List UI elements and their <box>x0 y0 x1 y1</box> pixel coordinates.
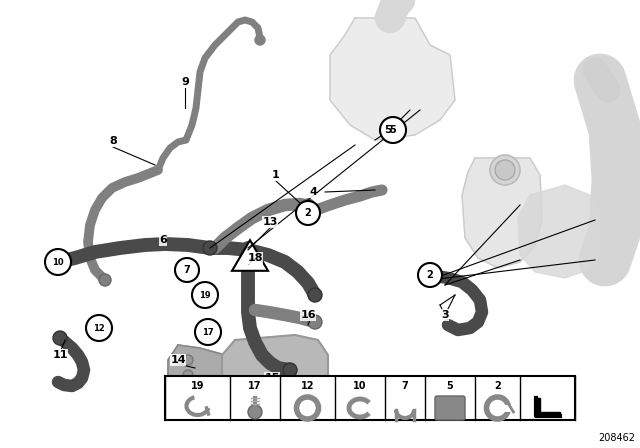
Text: 9: 9 <box>181 77 189 87</box>
Polygon shape <box>330 18 455 140</box>
Text: 12: 12 <box>301 381 314 391</box>
Text: 10: 10 <box>353 381 367 391</box>
Text: 5: 5 <box>384 125 392 135</box>
Text: 2: 2 <box>494 381 501 391</box>
Circle shape <box>183 383 193 393</box>
Circle shape <box>86 315 112 341</box>
Text: 5: 5 <box>447 381 453 391</box>
Circle shape <box>300 205 316 221</box>
Circle shape <box>175 258 199 282</box>
FancyBboxPatch shape <box>435 396 465 420</box>
Circle shape <box>195 319 221 345</box>
Polygon shape <box>518 185 600 278</box>
Text: 13: 13 <box>262 217 278 227</box>
Circle shape <box>495 160 515 180</box>
Circle shape <box>296 201 320 225</box>
Polygon shape <box>536 398 559 416</box>
Text: 19: 19 <box>191 381 204 391</box>
Text: 19: 19 <box>199 290 211 300</box>
Circle shape <box>380 117 406 143</box>
Text: 2: 2 <box>427 270 433 280</box>
Circle shape <box>203 241 217 255</box>
Circle shape <box>50 254 66 270</box>
Text: 18: 18 <box>247 253 263 263</box>
Circle shape <box>99 274 111 286</box>
Circle shape <box>418 263 442 287</box>
Text: 15: 15 <box>264 373 280 383</box>
Circle shape <box>183 370 193 380</box>
Circle shape <box>283 363 297 377</box>
Circle shape <box>45 249 71 275</box>
Circle shape <box>308 288 322 302</box>
Polygon shape <box>168 345 228 395</box>
Circle shape <box>301 199 315 213</box>
Text: ⚡: ⚡ <box>246 257 253 267</box>
Text: 2: 2 <box>305 208 312 218</box>
Polygon shape <box>222 335 328 395</box>
Text: 17: 17 <box>186 393 198 402</box>
Bar <box>165 376 575 420</box>
Circle shape <box>308 315 322 329</box>
Text: 4: 4 <box>309 187 317 197</box>
Text: 6: 6 <box>159 235 167 245</box>
Text: 1: 1 <box>272 170 280 180</box>
Text: 11: 11 <box>52 350 68 360</box>
Text: 208462: 208462 <box>598 433 635 443</box>
Text: 16: 16 <box>300 310 316 320</box>
Polygon shape <box>232 240 268 271</box>
Circle shape <box>255 35 265 45</box>
Text: 14: 14 <box>170 355 186 365</box>
Circle shape <box>179 385 205 411</box>
Text: 7: 7 <box>402 381 408 391</box>
Text: 3: 3 <box>441 310 449 320</box>
Text: 5: 5 <box>390 125 396 135</box>
Circle shape <box>248 405 262 419</box>
Text: 10: 10 <box>52 258 64 267</box>
Text: 7: 7 <box>184 265 190 275</box>
Circle shape <box>183 355 193 365</box>
Text: 17: 17 <box>248 381 262 391</box>
Circle shape <box>192 282 218 308</box>
Text: 17: 17 <box>202 327 214 336</box>
Text: 12: 12 <box>93 323 105 332</box>
Polygon shape <box>462 158 542 268</box>
Circle shape <box>53 331 67 345</box>
Circle shape <box>422 267 438 283</box>
Text: 8: 8 <box>109 136 117 146</box>
Circle shape <box>490 155 520 185</box>
